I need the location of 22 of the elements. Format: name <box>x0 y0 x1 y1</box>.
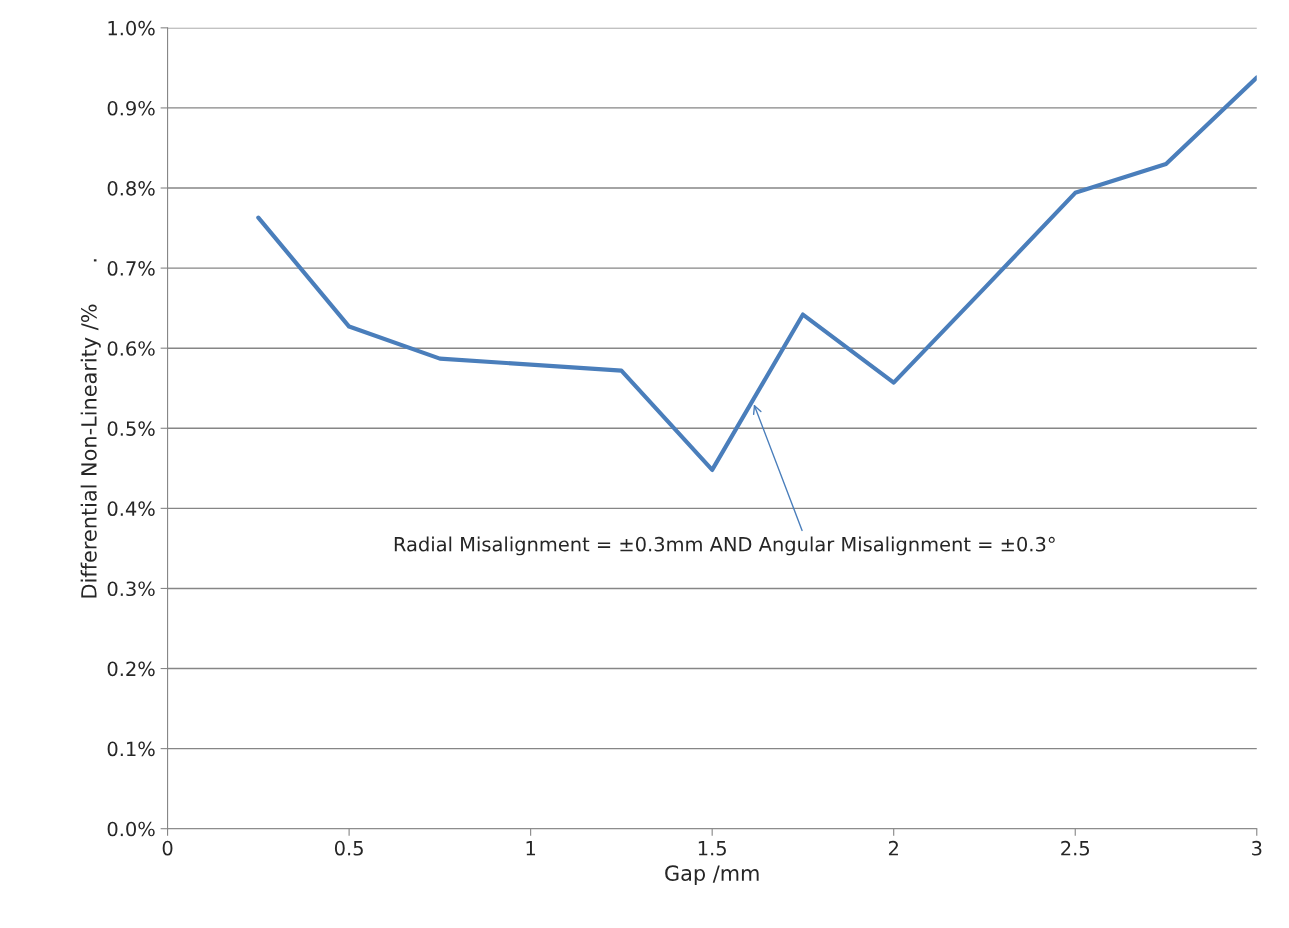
y-tick-label: 0.4% <box>107 501 155 517</box>
x-tick-label: 0.5 <box>334 840 363 856</box>
y-tick-label: 0.9% <box>107 100 155 116</box>
x-tick-label: 2.5 <box>1061 840 1089 856</box>
annotation: Radial Misalignment = ±0.3mm AND Angular Misalignment = ±0.3° <box>394 536 1055 556</box>
x-tick-label: 0 <box>162 840 173 856</box>
x-tick-label: 1 <box>526 841 536 856</box>
y-tick-label: 0.3% <box>107 581 155 597</box>
x-tick-label: 1.5 <box>698 841 726 856</box>
y-tick-label: 0.5% <box>107 421 155 436</box>
x-tick-label: 3 <box>1252 840 1262 856</box>
y-tick-label: 0.2% <box>107 661 155 677</box>
y-tick-label: 0.8% <box>107 180 155 196</box>
y-tick-label: 1.0% <box>108 20 155 36</box>
y-tick-label: 0.1% <box>107 741 155 757</box>
y-tick-label: 0.0% <box>107 821 155 837</box>
x-axis-title: Gap /mm <box>665 865 759 886</box>
y-tick-label: 0.6% <box>107 341 155 356</box>
x-tick-label: 2 <box>888 840 898 856</box>
line-series <box>256 75 1257 473</box>
y-tick-label: 0.7% <box>107 261 155 276</box>
y-axis-title: Differential Non-Linearity /% . <box>80 259 101 598</box>
